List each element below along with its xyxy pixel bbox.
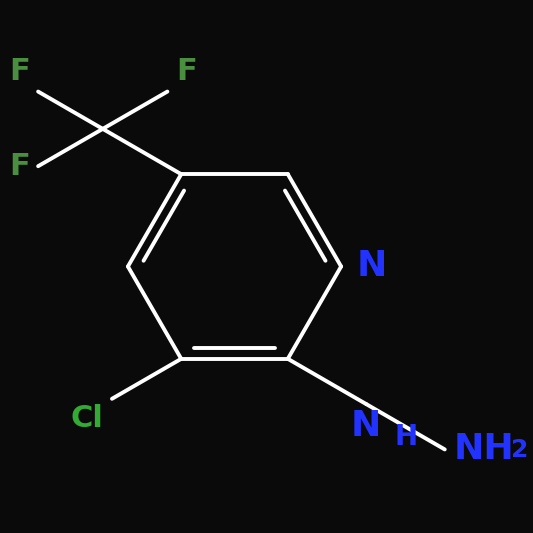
Text: NH: NH [453, 432, 514, 466]
Text: 2: 2 [511, 438, 528, 462]
Text: N: N [357, 249, 387, 284]
Text: F: F [9, 57, 30, 86]
Text: F: F [9, 152, 30, 181]
Text: Cl: Cl [70, 404, 103, 433]
Text: F: F [176, 57, 197, 86]
Text: H: H [394, 423, 417, 451]
Text: N: N [351, 409, 382, 443]
